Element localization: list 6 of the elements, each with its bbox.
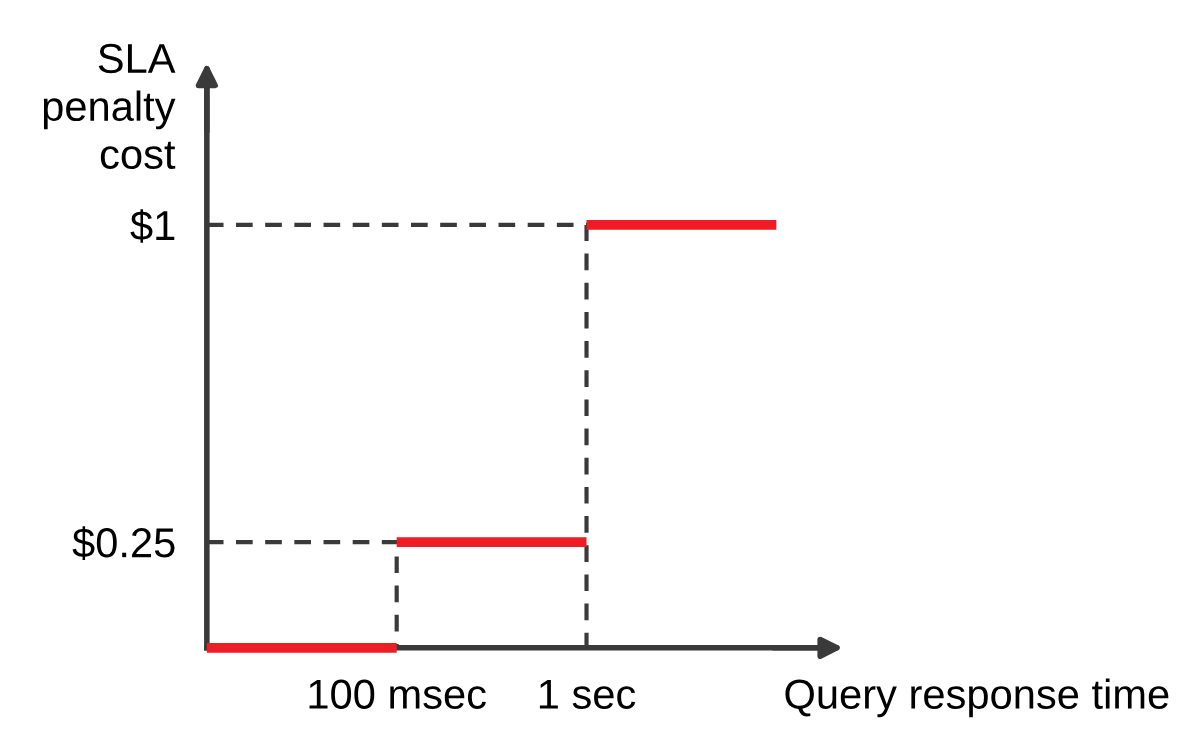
y-axis-title: SLA penalty cost (43, 43, 176, 170)
x-tick-label: 100 msec (309, 679, 486, 709)
y-tick-label: $1 (130, 209, 175, 243)
x-axis-title: Query response time (785, 678, 1169, 718)
x-tick-label: 1 sec (539, 679, 636, 709)
y-tick-label: $0.25 (72, 526, 175, 561)
